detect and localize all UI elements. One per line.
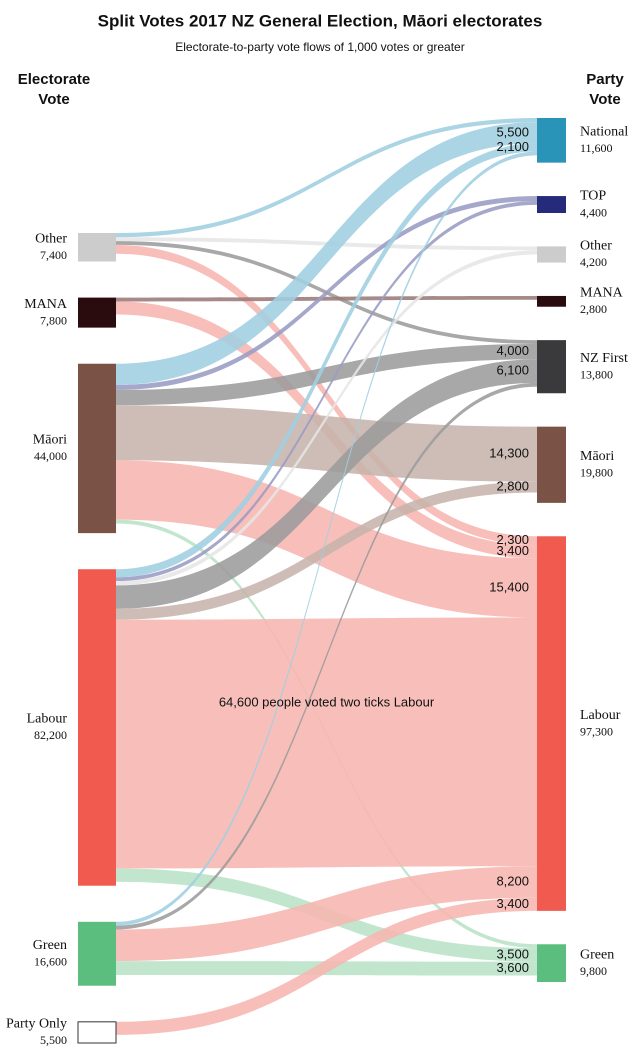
flow-annotation: 64,600 people voted two ticks Labour xyxy=(219,694,435,709)
target-value: 11,600 xyxy=(580,141,613,155)
source-node xyxy=(78,233,116,262)
flow-label: 3,500 xyxy=(496,946,529,961)
flow-label: 8,200 xyxy=(496,873,529,888)
source-name: Party Only xyxy=(6,1017,67,1032)
target-value: 4,200 xyxy=(580,255,607,269)
flow xyxy=(116,481,537,620)
source-value: 16,600 xyxy=(34,955,67,969)
source-value: 5,500 xyxy=(40,1033,67,1047)
flow-label: 14,300 xyxy=(489,446,529,461)
left-heading: Electorate xyxy=(18,71,91,88)
chart-title: Split Votes 2017 NZ General Election, Mā… xyxy=(98,11,543,30)
source-value: 7,400 xyxy=(40,248,67,262)
flow xyxy=(116,897,537,1035)
flow-label: 3,600 xyxy=(496,960,529,975)
flow xyxy=(116,295,537,302)
flow-label: 4,000 xyxy=(496,343,529,358)
source-name: Māori xyxy=(33,433,67,448)
flow-label: 3,400 xyxy=(496,543,529,558)
flow xyxy=(116,201,537,582)
target-node xyxy=(537,944,566,982)
source-value: 7,800 xyxy=(40,313,67,327)
flow xyxy=(116,244,537,546)
target-node xyxy=(537,196,566,213)
target-node xyxy=(537,426,566,503)
flow-label: 6,100 xyxy=(496,363,529,378)
flow-label: 15,400 xyxy=(489,579,529,594)
flow xyxy=(116,250,537,586)
target-node xyxy=(537,340,566,394)
right-heading: Party xyxy=(586,71,624,88)
target-value: 19,800 xyxy=(580,466,613,480)
target-value: 13,800 xyxy=(580,367,613,381)
target-name: NZ First xyxy=(580,351,628,366)
source-name: Other xyxy=(35,231,67,246)
target-value: 2,800 xyxy=(580,302,607,316)
target-name: National xyxy=(580,125,628,140)
flow-label: 2,300 xyxy=(496,532,529,547)
left-heading: Vote xyxy=(38,91,69,108)
flow-label: 2,800 xyxy=(496,479,529,494)
flow xyxy=(116,122,537,385)
target-name: MANA xyxy=(580,286,624,301)
flow xyxy=(116,382,537,930)
flow-label: 3,400 xyxy=(496,896,529,911)
source-node xyxy=(78,569,116,886)
source-node xyxy=(78,363,116,534)
target-name: Māori xyxy=(580,449,614,464)
target-node xyxy=(537,118,566,163)
target-value: 9,800 xyxy=(580,964,607,978)
flow xyxy=(116,359,537,609)
target-node xyxy=(537,295,566,307)
source-value: 82,200 xyxy=(34,728,67,742)
source-name: MANA xyxy=(24,297,68,312)
target-name: Labour xyxy=(580,708,621,723)
flow xyxy=(116,196,537,390)
target-node xyxy=(537,536,566,911)
flow xyxy=(116,151,537,926)
target-value: 97,300 xyxy=(580,724,613,738)
flow-label: 5,500 xyxy=(496,124,529,139)
flow xyxy=(116,343,537,406)
flow xyxy=(116,617,537,869)
source-name: Labour xyxy=(27,712,68,727)
target-name: TOP xyxy=(580,189,606,204)
source-node xyxy=(77,1021,117,1044)
target-value: 4,400 xyxy=(580,205,607,219)
flow xyxy=(116,143,537,578)
source-name: Green xyxy=(33,938,67,953)
target-node xyxy=(537,246,566,263)
flow xyxy=(116,866,537,962)
source-value: 44,000 xyxy=(34,449,67,463)
chart-subtitle: Electorate-to-party vote flows of 1,000 … xyxy=(175,40,464,54)
source-node xyxy=(78,921,116,986)
target-name: Other xyxy=(580,239,612,254)
source-node xyxy=(78,297,116,328)
flow-label: 2,100 xyxy=(496,139,529,154)
right-heading: Vote xyxy=(589,91,620,108)
flow xyxy=(116,405,537,482)
flow xyxy=(116,118,537,238)
target-name: Green xyxy=(580,947,614,962)
